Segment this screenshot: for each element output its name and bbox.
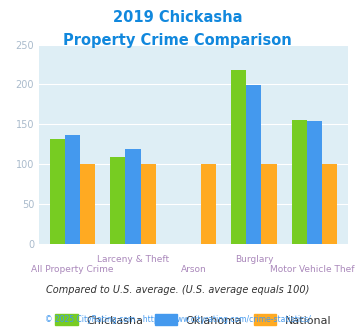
Bar xyxy=(246,85,261,244)
Text: © 2025 CityRating.com - https://www.cityrating.com/crime-statistics/: © 2025 CityRating.com - https://www.city… xyxy=(45,315,310,324)
Text: 2019 Chickasha: 2019 Chickasha xyxy=(113,10,242,25)
Bar xyxy=(65,135,80,244)
Legend: Chickasha, Oklahoma, National: Chickasha, Oklahoma, National xyxy=(51,310,336,330)
Text: Property Crime Comparison: Property Crime Comparison xyxy=(63,33,292,48)
Text: Larceny & Theft: Larceny & Theft xyxy=(97,255,169,264)
Bar xyxy=(231,70,246,244)
Text: Arson: Arson xyxy=(181,265,206,274)
Bar xyxy=(322,164,337,244)
Text: Compared to U.S. average. (U.S. average equals 100): Compared to U.S. average. (U.S. average … xyxy=(46,285,309,295)
Bar xyxy=(201,164,216,244)
Bar xyxy=(261,164,277,244)
Text: All Property Crime: All Property Crime xyxy=(31,265,114,274)
Bar xyxy=(80,164,95,244)
Bar xyxy=(110,157,126,244)
Bar xyxy=(141,164,156,244)
Bar xyxy=(50,139,65,244)
Bar xyxy=(292,120,307,244)
Bar xyxy=(126,149,141,244)
Text: Burglary: Burglary xyxy=(235,255,273,264)
Bar xyxy=(307,121,322,244)
Text: Motor Vehicle Theft: Motor Vehicle Theft xyxy=(270,265,355,274)
